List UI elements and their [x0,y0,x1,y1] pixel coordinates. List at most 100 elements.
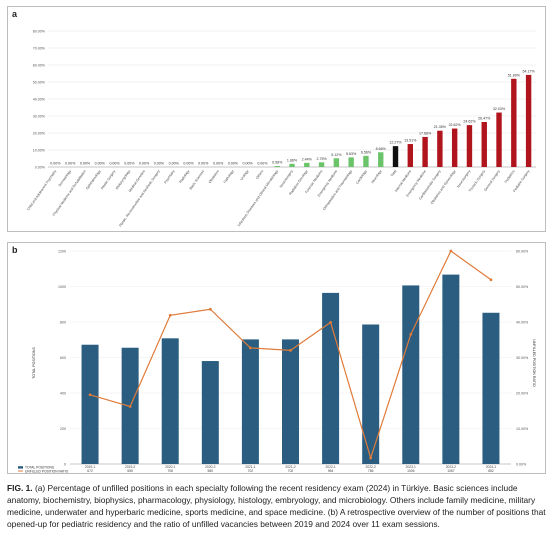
data-label: 51.89% [508,73,521,77]
x-tick-label: Total [390,169,398,177]
bar [348,157,354,167]
data-label: 0.00% [50,162,61,166]
bar [282,339,299,464]
data-label: 32.03% [493,107,506,111]
table-value-positions: 1067 [447,469,455,473]
data-label: 17.68% [419,131,432,135]
ratio-point [329,320,332,324]
x-tick-label: Psychiatry [163,169,175,184]
bar [363,155,369,167]
legend-swatch-positions [18,466,23,469]
x-tick-label: 2019-1 [85,465,95,469]
data-label: 6.56% [361,150,372,154]
data-label: 2.75% [316,157,327,161]
bar [161,338,179,464]
data-label: 0.00% [183,162,194,166]
data-label: 0.00% [139,162,150,166]
x-tick-label: 2021-2 [285,465,295,469]
panel-a-label: a [12,9,18,19]
data-label: 0.00% [228,162,239,166]
y-left-tick-label: 600 [60,356,66,360]
y-tick-label: 60.00% [33,64,46,68]
x-tick-label: Physical Medicine and Rehabilitation [52,169,87,217]
data-label: 0.00% [198,162,209,166]
y-tick-label: 20.00% [33,132,46,136]
x-tick-label: 2024-1 [486,465,496,469]
data-label: 0.00% [124,162,135,166]
x-tick-label: Child and Adolescent Psychiatry [26,169,57,211]
x-tick-label: Radiology [178,169,190,184]
data-label: 0.00% [257,162,268,166]
bar [289,163,295,167]
table-value-positions: 655 [127,469,133,473]
bar [451,128,458,167]
table-value-positions: 964 [328,469,334,473]
data-label: 13.51% [404,139,417,143]
bar [201,361,219,464]
table-value-positions: 852 [488,469,494,473]
data-label: 0.00% [154,162,165,166]
data-label: 5.63% [346,152,357,156]
y-right-tick-label: 0.00% [516,463,527,467]
unfilled-positions-chart: 0.00% 10.00% 20.00% 30.00% 40.00% 50.00% 60.00… [26,30,536,228]
y-left-tick-label: 800 [60,321,66,325]
y-right-axis-label: UNFILLED POSITION RATIO [532,339,536,386]
x-tick-label: Others [255,169,264,180]
data-label: 12.27% [389,141,402,145]
ratio-point [409,333,413,336]
y-tick-label: 70.00% [33,47,46,51]
table-value-positions: 702 [288,469,294,473]
x-tick-label: Basic Sciences [189,169,206,190]
y-right-tick-label: 20.00% [516,392,529,396]
y-right-tick-label: 40.00% [516,321,529,325]
panel-b: b 0 200 400 600 800 1000 1200 0.00% 10.00% 20.00%… [7,242,546,474]
x-tick-label: Otolaryngology [115,169,132,190]
x-tick-label: 2022-1 [325,465,335,469]
data-label: 21.35% [434,125,447,129]
y-left-tick-label: 0 [64,463,66,467]
y-right-tick-label: 30.00% [516,356,529,360]
y-tick-label: 40.00% [33,98,46,102]
data-label: 24.62% [463,120,476,124]
data-label: 22.62% [449,123,462,127]
data-label: 0.58% [272,161,283,165]
ratio-point [249,346,252,350]
bar [318,162,325,167]
x-tick-label: Neurology [370,169,382,184]
x-tick-label: 2019-2 [125,465,135,469]
data-label: 54.17% [523,69,536,73]
bar [333,158,340,167]
bar [481,122,487,167]
x-tick-label: 2022-2 [366,465,376,469]
data-label: 0.00% [109,162,120,166]
bar [437,130,443,167]
data-label: 5.12% [331,153,342,157]
legend-ratio: UNFILLED POSITION RATIO [25,469,69,473]
x-tick-label: Pediatrics [504,169,516,184]
y-left-tick-label: 1200 [58,250,66,254]
bar [482,312,500,464]
y-tick-label: 80.00% [33,30,46,34]
x-tick-label: 2023-1 [406,465,416,469]
data-label: 0.00% [95,162,106,166]
x-tick-label: Orthopaedics and Traumatology [322,169,353,211]
bar [274,166,280,167]
data-label: 8.66% [376,147,387,151]
y-left-axis-label: TOTAL POSITIONS [32,347,36,379]
x-tick-label: Dermatology [58,169,72,187]
x-tick-label: Pathology [223,169,235,184]
y-tick-label: 50.00% [33,81,46,85]
ratio-point [449,249,453,253]
ratio-point [208,307,212,311]
ratio-point [128,405,132,408]
ratio-point [289,349,292,352]
ratio-point [489,278,493,282]
y-tick-label: 0.00% [35,166,46,170]
y-right-tick-label: 60.00% [516,250,529,254]
pediatric-positions-chart: 0 200 400 600 800 1000 1200 0.00% 10.00% 20.00% 30… [18,249,536,473]
data-label: 0.00% [65,162,76,166]
figure-caption: FIG. 1. (a) Percentage of unfilled posit… [7,482,547,530]
ratio-point [88,393,92,397]
x-tick-label: General Surgery [483,169,501,192]
x-tick-label: Pediatric Surgery [512,169,530,193]
